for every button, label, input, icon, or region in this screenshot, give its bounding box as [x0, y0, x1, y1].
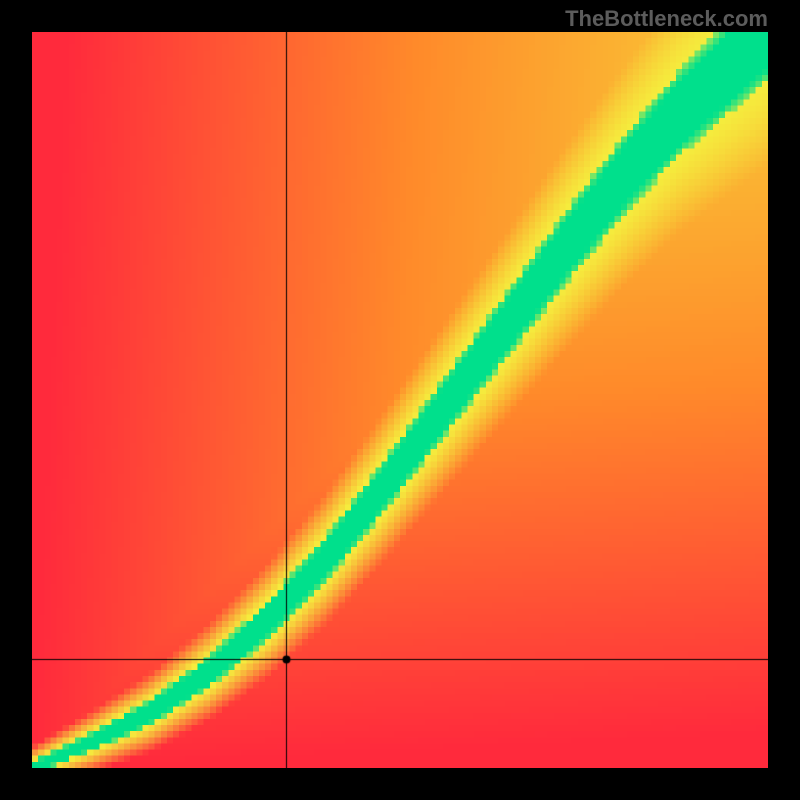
watermark-text: TheBottleneck.com	[565, 6, 768, 32]
chart-container: TheBottleneck.com	[0, 0, 800, 800]
bottleneck-heatmap	[32, 32, 768, 768]
